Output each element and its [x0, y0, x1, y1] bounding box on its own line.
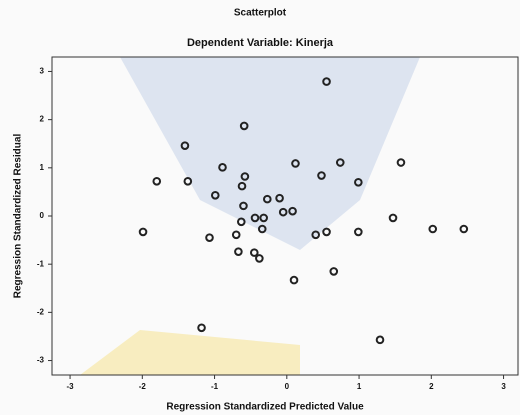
y-axis-label: Regression Standardized Residual [13, 134, 24, 299]
chart-title: Scatterplot [234, 8, 287, 19]
chart: Scatterplot Dependent Variable: Kinerja … [0, 0, 520, 415]
y-tick-label: -2 [37, 307, 45, 316]
y-tick-label: 3 [40, 67, 45, 76]
x-tick-label: -1 [211, 382, 219, 391]
x-tick-label: 2 [429, 382, 434, 391]
x-tick-label: -3 [66, 382, 74, 391]
y-tick-label: -3 [37, 356, 45, 365]
x-tick-label: 0 [285, 382, 290, 391]
x-tick-label: 3 [501, 382, 506, 391]
y-tick-label: 0 [40, 211, 45, 220]
y-tick-label: -1 [37, 259, 45, 268]
y-tick-label: 1 [40, 163, 45, 172]
x-axis-label: Regression Standardized Predicted Value [166, 402, 364, 413]
y-tick-label: 2 [40, 115, 45, 124]
x-tick-label: 1 [357, 382, 362, 391]
chart-subtitle: Dependent Variable: Kinerja [187, 37, 334, 49]
x-tick-label: -2 [139, 382, 147, 391]
